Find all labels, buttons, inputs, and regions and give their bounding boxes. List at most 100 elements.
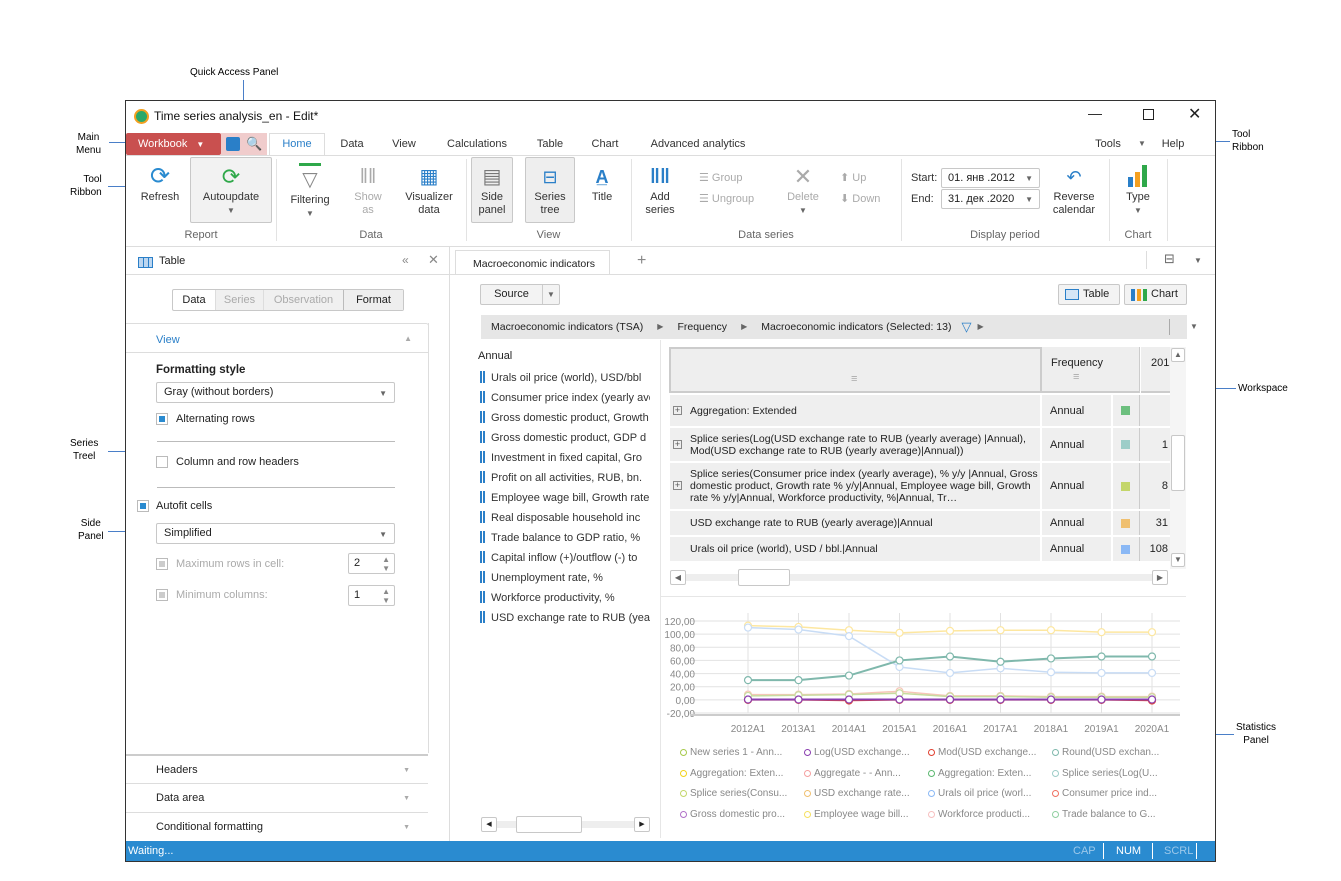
side-tab-series[interactable]: Series: [215, 290, 263, 310]
tree-item[interactable]: USD exchange rate to RUB (yearly: [478, 608, 650, 628]
legend-item[interactable]: Log(USD exchange...: [800, 747, 910, 758]
title-button[interactable]: A̲ Title: [581, 163, 623, 204]
table-header-year[interactable]: 2012: [1141, 347, 1171, 393]
table-row[interactable]: + Aggregation: Extended Annual: [670, 395, 1170, 428]
expand-icon[interactable]: +: [673, 438, 682, 449]
legend-item[interactable]: Aggregate - - Ann...: [800, 768, 901, 779]
tree-item[interactable]: Consumer price index (yearly average): [478, 388, 650, 408]
table-hscrollbar[interactable]: [686, 574, 1152, 581]
add-series-button[interactable]: ǁǁ Add series: [638, 163, 682, 217]
collapse-panel-icon[interactable]: «: [402, 253, 409, 267]
max-rows-checkbox[interactable]: [156, 558, 168, 570]
tools-dropdown-icon[interactable]: ▼: [1138, 139, 1146, 148]
minimize-button[interactable]: —: [1088, 105, 1102, 121]
tab-home[interactable]: Home: [282, 138, 312, 150]
up-button[interactable]: ⬆ Up: [840, 172, 867, 184]
tree-item[interactable]: Workforce productivity, %: [478, 588, 650, 608]
breadcrumb-item[interactable]: Macroeconomic indicators (Selected: 13): [761, 321, 952, 333]
close-panel-icon[interactable]: ✕: [428, 252, 439, 267]
legend-item[interactable]: Splice series(Consu...: [676, 788, 787, 799]
breadcrumb-item[interactable]: Macroeconomic indicators (TSA): [491, 321, 644, 333]
reverse-calendar-button[interactable]: ↶ Reverse calendar: [1046, 163, 1102, 217]
table-vscrollbar[interactable]: ▲ ▼: [1170, 347, 1186, 569]
tab-advanced-analytics[interactable]: Advanced analytics: [650, 138, 746, 150]
side-tab-format[interactable]: Format: [343, 290, 403, 310]
filter-icon[interactable]: ▽: [961, 319, 972, 334]
table-row[interactable]: + Splice series(Consumer price index (yea…: [670, 463, 1170, 511]
side-tab-observation[interactable]: Observation: [263, 290, 343, 310]
end-date-picker[interactable]: 31. дек .2020 ▼: [941, 189, 1040, 209]
close-window-button[interactable]: ✕: [1188, 106, 1202, 123]
tab-data[interactable]: Data: [340, 138, 364, 150]
legend-item[interactable]: Mod(USD exchange...: [924, 747, 1036, 758]
legend-item[interactable]: Employee wage bill...: [800, 809, 909, 820]
layout-dropdown-icon[interactable]: ▼: [1194, 256, 1202, 265]
tools-menu[interactable]: Tools: [1095, 138, 1121, 150]
chart-view-button[interactable]: Chart: [1124, 284, 1187, 305]
autoupdate-button[interactable]: ⟳ Autoupdate ▼: [190, 163, 272, 217]
preview-icon[interactable]: 🔍: [246, 136, 263, 151]
table-view-button[interactable]: Table: [1058, 284, 1120, 305]
tree-group-annual[interactable]: Annual: [478, 350, 513, 362]
max-rows-stepper[interactable]: 2 ▲ ▼: [348, 553, 395, 574]
tree-item[interactable]: Gross domestic product, GDP d: [478, 428, 650, 448]
table-scroll-right[interactable]: ▶: [1152, 570, 1168, 585]
autofit-cells-checkbox[interactable]: [137, 500, 149, 512]
tree-scroll-thumb[interactable]: [516, 816, 582, 833]
legend-item[interactable]: Aggregation: Exten...: [924, 768, 1031, 779]
refresh-button[interactable]: ⟳ Refresh: [134, 163, 186, 204]
tree-item[interactable]: Capital inflow (+)/outflow (-) to: [478, 548, 650, 568]
source-button[interactable]: Source ▼: [480, 284, 560, 305]
series-tree-button[interactable]: ⊟ Series tree: [525, 163, 575, 217]
tree-item[interactable]: Profit on all activities, RUB, bn.: [478, 468, 650, 488]
layout-icon[interactable]: ⊟: [1164, 251, 1175, 266]
min-columns-checkbox[interactable]: [156, 589, 168, 601]
doc-tab-macroeconomic[interactable]: Macroeconomic indicators: [455, 250, 610, 275]
table-header-name[interactable]: ≡: [669, 347, 1042, 393]
min-columns-stepper[interactable]: 1 ▲ ▼: [348, 585, 395, 606]
down-button[interactable]: ⬇ Down: [840, 193, 881, 205]
save-icon[interactable]: [226, 137, 240, 151]
legend-item[interactable]: Splice series(Log(U...: [1048, 768, 1158, 779]
help-menu[interactable]: Help: [1161, 138, 1185, 150]
tree-scroll-right[interactable]: ▶: [634, 817, 650, 832]
expand-icon[interactable]: +: [673, 480, 682, 490]
table-header-frequency[interactable]: Frequency ≡: [1042, 347, 1140, 393]
legend-item[interactable]: New series 1 - Ann...: [676, 747, 782, 758]
workbook-menu-button[interactable]: Workbook ▼: [126, 133, 221, 155]
visualizer-data-button[interactable]: ▦ Visualizer data: [398, 163, 460, 217]
tab-chart[interactable]: Chart: [591, 138, 619, 150]
table-scroll-left[interactable]: ◀: [670, 570, 686, 585]
formatting-style-select[interactable]: Gray (without borders) ▼: [156, 382, 395, 403]
side-panel-button[interactable]: ▤ Side panel: [471, 163, 513, 217]
legend-item[interactable]: Trade balance to G...: [1048, 809, 1156, 820]
group-button[interactable]: ☰ Group: [699, 172, 743, 184]
filtering-button[interactable]: ▽ Filtering ▼: [284, 163, 336, 220]
autofit-mode-select[interactable]: Simplified ▼: [156, 523, 395, 544]
tree-item[interactable]: Gross domestic product, Growth: [478, 408, 650, 428]
tree-item[interactable]: Real disposable household inc: [478, 508, 650, 528]
tree-scroll-left[interactable]: ◀: [481, 817, 497, 832]
ungroup-button[interactable]: ☰ Ungroup: [699, 193, 755, 205]
legend-item[interactable]: Workforce producti...: [924, 809, 1030, 820]
tab-view[interactable]: View: [392, 138, 416, 150]
legend-item[interactable]: Urals oil price (worl...: [924, 788, 1031, 799]
view-section-header[interactable]: View ▲: [126, 323, 429, 353]
expand-icon[interactable]: +: [673, 404, 682, 415]
table-row[interactable]: USD exchange rate to RUB (yearly average…: [670, 511, 1170, 537]
maximize-button[interactable]: [1143, 109, 1154, 120]
table-hscroll-thumb[interactable]: [738, 569, 790, 586]
section-data-area[interactable]: Data area ▼: [126, 783, 428, 812]
table-row[interactable]: Urals oil price (world), USD / bbl.|Annu…: [670, 537, 1170, 563]
legend-item[interactable]: Consumer price ind...: [1048, 788, 1157, 799]
tree-item[interactable]: Investment in fixed capital, Gro: [478, 448, 650, 468]
chart-type-button[interactable]: Type ▼: [1116, 163, 1160, 217]
table-row[interactable]: + Splice series(Log(USD exchange rate to …: [670, 428, 1170, 463]
tree-item[interactable]: Employee wage bill, Growth rate: [478, 488, 650, 508]
start-date-picker[interactable]: 01. янв .2012 ▼: [941, 168, 1040, 188]
table-vscroll-thumb[interactable]: [1171, 435, 1185, 491]
legend-item[interactable]: USD exchange rate...: [800, 788, 910, 799]
show-as-button[interactable]: ǁǁ Show as: [344, 163, 392, 217]
tree-item[interactable]: Trade balance to GDP ratio, %: [478, 528, 650, 548]
legend-item[interactable]: Aggregation: Exten...: [676, 768, 783, 779]
